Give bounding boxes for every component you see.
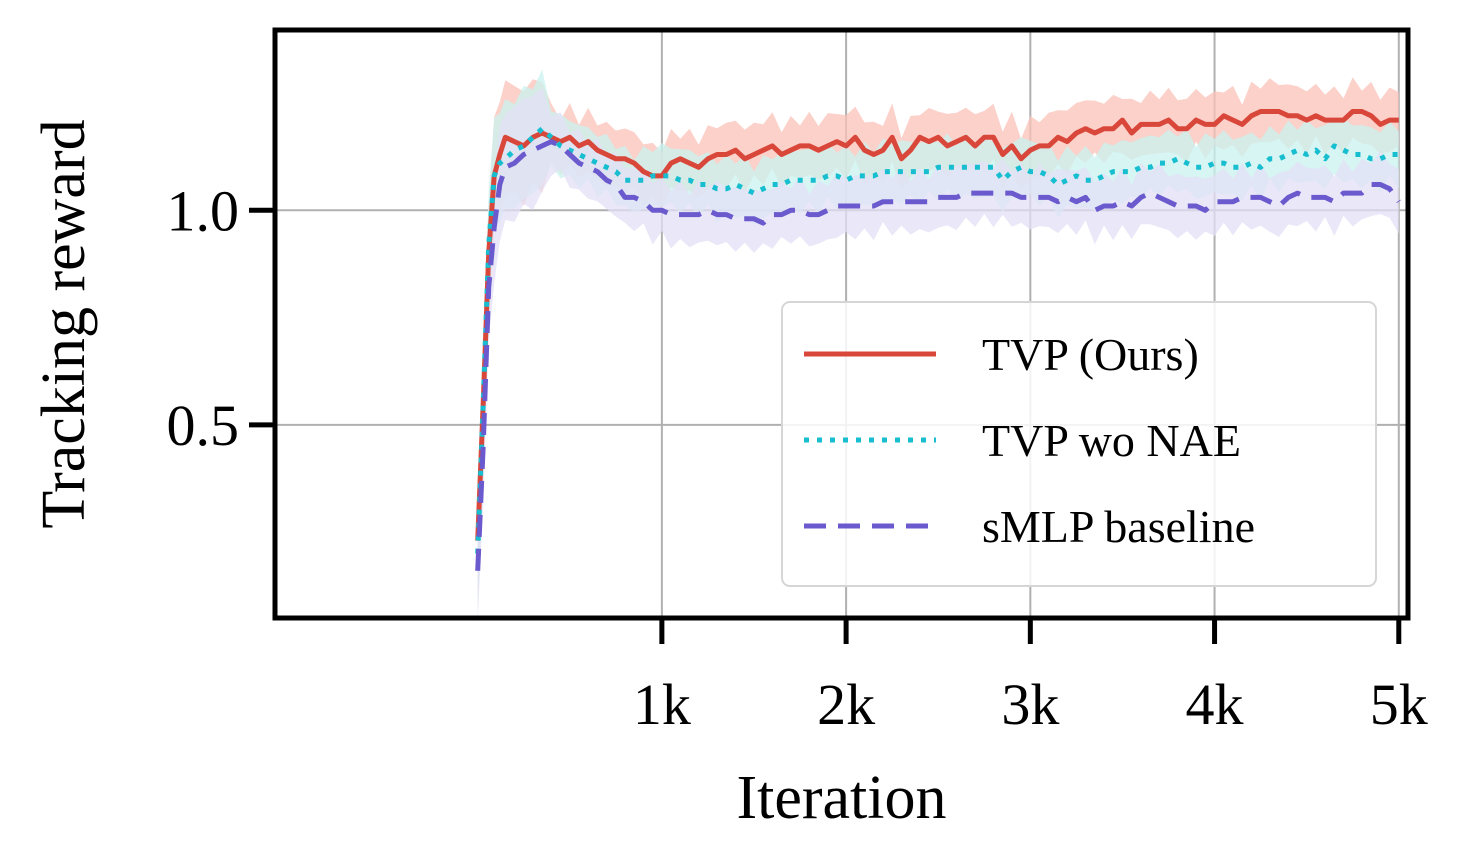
legend: TVP (Ours) TVP wo NAE sMLP baseline [781, 301, 1377, 587]
legend-box [781, 301, 1377, 587]
x-tick-label: 2k [817, 672, 875, 737]
x-tick-label: 1k [633, 672, 691, 737]
legend-label: sMLP baseline [982, 501, 1255, 552]
series-line-0 [475, 109, 1399, 541]
x-axis-title: Iteration [736, 764, 946, 832]
y-tick-label: 0.5 [167, 393, 240, 458]
series-line-1 [475, 126, 1399, 554]
series-lines [475, 109, 1401, 571]
legend-label: TVP (Ours) [982, 329, 1199, 380]
band-2 [477, 87, 1399, 622]
y-axis-title: Tracking reward [30, 119, 98, 528]
confidence-bands [477, 69, 1399, 622]
y-tick-label: 1.0 [167, 178, 240, 243]
x-tick-label: 5k [1370, 672, 1428, 737]
y-axis-ticks: 0.5 1.0 [167, 178, 275, 458]
x-tick-label: 3k [1001, 672, 1059, 737]
plot-frame [272, 27, 1411, 621]
x-tick-label: 4k [1186, 672, 1244, 737]
x-axis-ticks: 1k 2k 3k 4k 5k [633, 618, 1428, 737]
legend-label: TVP wo NAE [982, 415, 1241, 466]
